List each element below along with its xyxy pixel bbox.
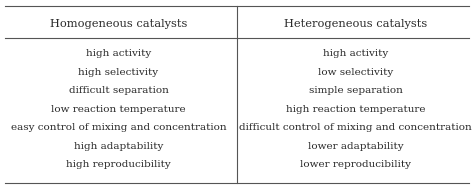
Text: high adaptability: high adaptability [74,142,163,151]
Text: low selectivity: low selectivity [318,68,393,77]
Text: high reaction temperature: high reaction temperature [286,105,425,114]
Text: low reaction temperature: low reaction temperature [51,105,186,114]
Text: difficult control of mixing and concentration: difficult control of mixing and concentr… [239,123,472,132]
Text: Homogeneous catalysts: Homogeneous catalysts [50,19,187,29]
Text: lower adaptability: lower adaptability [308,142,403,151]
Text: lower reproducibility: lower reproducibility [300,160,411,170]
Text: simple separation: simple separation [309,86,402,95]
Text: easy control of mixing and concentration: easy control of mixing and concentration [11,123,226,132]
Text: high selectivity: high selectivity [78,68,159,77]
Text: Heterogeneous catalysts: Heterogeneous catalysts [284,19,427,29]
Text: high reproducibility: high reproducibility [66,160,171,170]
Text: difficult separation: difficult separation [69,86,168,95]
Text: high activity: high activity [323,49,388,58]
Text: high activity: high activity [86,49,151,58]
